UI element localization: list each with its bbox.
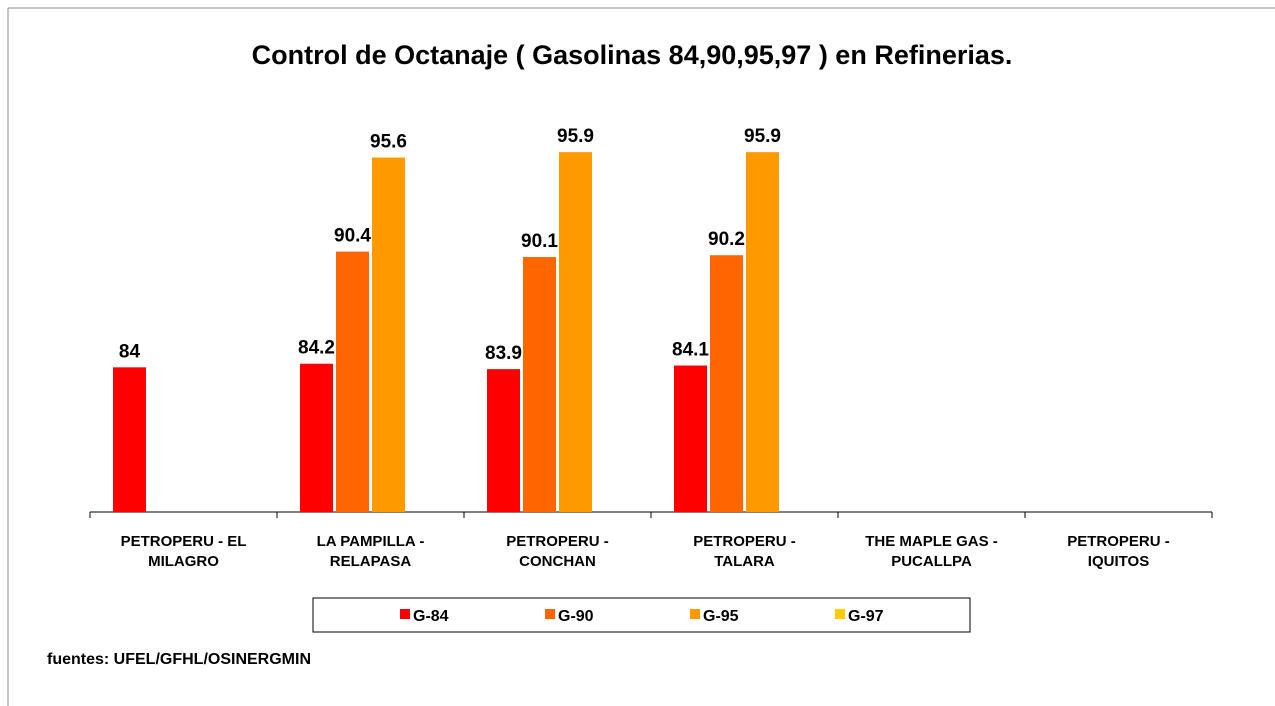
chart-title: Control de Octanaje ( Gasolinas 84,90,95… (252, 40, 1013, 70)
value-label: 84 (119, 341, 141, 362)
bar (674, 365, 707, 512)
value-label: 90.1 (521, 231, 558, 252)
value-label: 84.1 (672, 340, 709, 361)
x-tick-label: IQUITOS (1088, 553, 1149, 570)
legend-label: G-90 (558, 608, 594, 625)
legend-swatch (545, 609, 555, 619)
x-tick-label: PETROPERU - EL (121, 533, 247, 550)
bar (113, 367, 146, 512)
x-tick-label: LA PAMPILLA - (317, 533, 425, 550)
legend-swatch (690, 609, 700, 619)
x-tick-label: CONCHAN (519, 553, 596, 570)
bar (372, 157, 405, 513)
x-tick-label: MILAGRO (148, 553, 219, 570)
value-label: 84.2 (298, 338, 335, 359)
bar (523, 257, 556, 512)
x-tick-label: PETROPERU - (693, 533, 796, 550)
source-note: fuentes: UFEL/GFHL/OSINERGMIN (47, 651, 311, 668)
value-label: 95.9 (557, 126, 594, 147)
x-tick-label: THE MAPLE GAS - (865, 533, 998, 550)
value-label: 83.9 (485, 343, 522, 364)
x-tick-label: RELAPASA (330, 553, 412, 570)
value-label: 90.2 (708, 229, 745, 250)
legend-label: G-84 (413, 608, 449, 625)
bar (300, 363, 333, 512)
value-label: 90.4 (334, 226, 371, 247)
bar (559, 152, 592, 512)
legend-label: G-97 (848, 608, 884, 625)
legend-box (312, 597, 971, 633)
x-tick-label: PETROPERU - (506, 533, 609, 550)
value-label: 95.6 (370, 132, 407, 153)
x-tick-label: TALARA (714, 553, 775, 570)
x-tick-label: PETROPERU - (1067, 533, 1170, 550)
legend-label: G-95 (703, 608, 739, 625)
legend-swatch (400, 609, 410, 619)
bar (746, 152, 779, 512)
legend-swatch (835, 609, 845, 619)
x-tick-label: PUCALLPA (891, 553, 972, 570)
value-label: 95.9 (744, 126, 781, 147)
bar (710, 255, 743, 512)
bar (336, 251, 369, 512)
bar (487, 369, 520, 512)
